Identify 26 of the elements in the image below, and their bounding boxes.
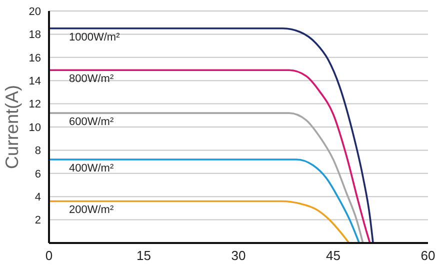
line-series bbox=[49, 69, 371, 243]
series-label: 800W/m² bbox=[69, 73, 114, 86]
y-tick-label: 10 bbox=[28, 122, 41, 134]
x-tick-label: 60 bbox=[420, 248, 436, 264]
x-tick-label: 30 bbox=[231, 248, 246, 264]
y-tick-label: 14 bbox=[28, 76, 41, 88]
series-label: 600W/m² bbox=[69, 116, 114, 128]
line-series bbox=[49, 158, 360, 243]
x-tick-label: 0 bbox=[45, 248, 53, 264]
y-tick-label: 4 bbox=[34, 192, 41, 204]
x-tick-label: 45 bbox=[326, 248, 340, 264]
y-axis-title: Current(A) bbox=[2, 84, 22, 170]
line-series bbox=[49, 112, 364, 243]
y-tick-label: 8 bbox=[34, 145, 41, 158]
y-tick-label: 6 bbox=[34, 168, 41, 180]
series-label: 400W/m² bbox=[69, 162, 114, 174]
line-series bbox=[49, 200, 350, 243]
y-tick-label: 12 bbox=[28, 98, 41, 111]
y-tick-label: 2 bbox=[34, 214, 41, 227]
x-tick-label: 15 bbox=[136, 248, 151, 264]
y-tick-label: 20 bbox=[28, 6, 41, 18]
series-label: 200W/m² bbox=[69, 204, 114, 216]
series-label: 1000W/m² bbox=[69, 31, 120, 44]
line-series bbox=[49, 28, 374, 243]
y-tick-label: 16 bbox=[28, 52, 41, 64]
y-tick-label: 18 bbox=[28, 29, 41, 42]
